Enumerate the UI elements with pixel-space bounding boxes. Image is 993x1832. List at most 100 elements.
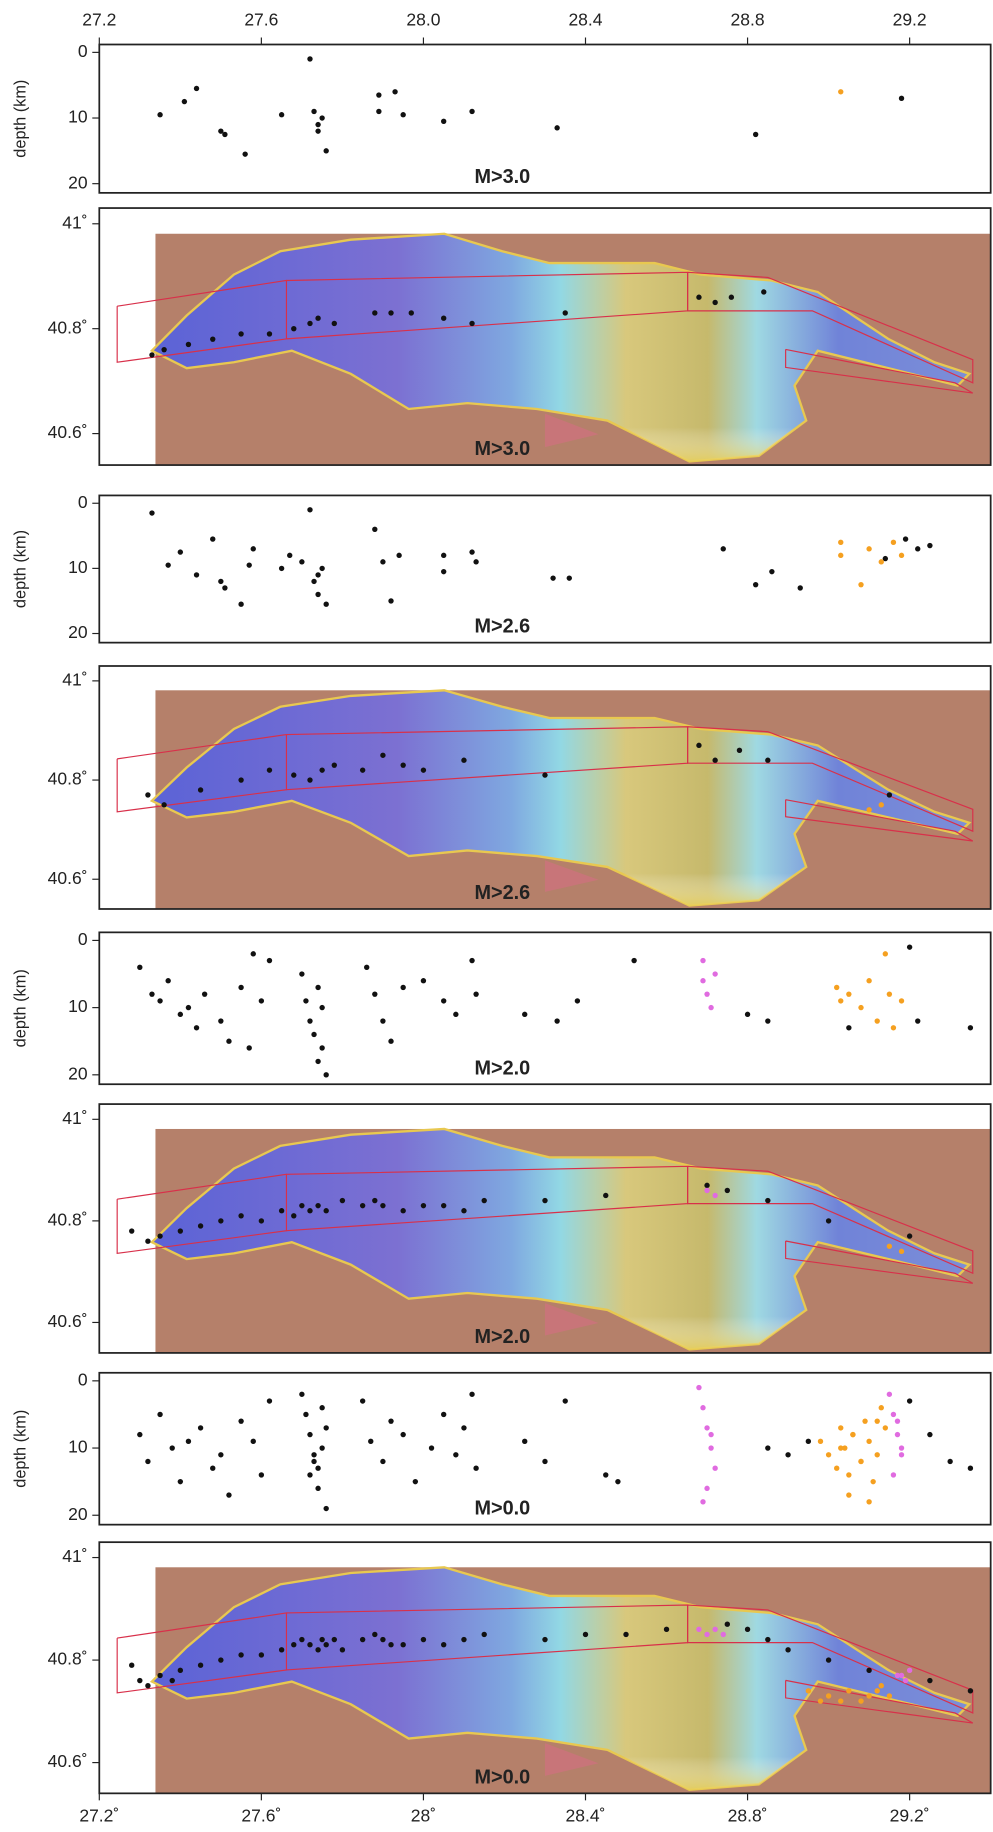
event [866,1499,871,1504]
event [291,1642,296,1647]
event [145,1239,150,1244]
event [303,1412,308,1417]
event [700,1405,705,1410]
event [899,1452,904,1457]
event [299,971,304,976]
magnitude-label: M>3.0 [474,438,530,460]
event [251,546,256,551]
event [259,1472,264,1477]
y-tick-label: 40.6˚ [48,868,88,888]
event [315,1059,320,1064]
event [319,1637,324,1642]
event [324,1072,329,1077]
event [753,582,758,587]
y-tick-label: 40.6˚ [48,1751,88,1771]
event [324,1642,329,1647]
event [838,553,843,558]
event [542,772,547,777]
event [903,536,908,541]
event [421,767,426,772]
event [461,1425,466,1430]
event [441,1203,446,1208]
event [238,777,243,782]
event [238,1418,243,1423]
event [222,132,227,137]
magnitude-label: M>2.0 [474,1057,530,1079]
event [218,1657,223,1662]
event [388,598,393,603]
event [826,1218,831,1223]
event [311,1459,316,1464]
event [704,1183,709,1188]
event [218,1218,223,1223]
event [879,802,884,807]
panel-frame [99,932,990,1084]
event [129,1228,134,1233]
event [226,1039,231,1044]
x-tick-label: 27.6 [244,10,278,30]
event [137,1432,142,1437]
event [315,592,320,597]
event [315,1486,320,1491]
event [421,1637,426,1642]
event [198,1425,203,1430]
event [315,122,320,127]
event [567,575,572,580]
event [315,572,320,577]
event [469,109,474,114]
event [157,1412,162,1417]
y-tick-label: 20 [68,1504,88,1524]
event [522,1012,527,1017]
event [279,1647,284,1652]
event [838,1425,843,1430]
event [765,1445,770,1450]
event [785,1647,790,1652]
event [324,1425,329,1430]
event [708,1005,713,1010]
event [583,1632,588,1637]
event [441,553,446,558]
event [563,310,568,315]
event [299,559,304,564]
event [307,1642,312,1647]
event [947,1459,952,1464]
event [311,109,316,114]
event [307,56,312,61]
event [721,1632,726,1637]
event [251,1439,256,1444]
event [267,1398,272,1403]
event [907,1668,912,1673]
event [883,1425,888,1430]
event [838,1445,843,1450]
event [887,1244,892,1249]
event [210,1466,215,1471]
event [324,602,329,607]
event [360,1203,365,1208]
event [765,1637,770,1642]
event [178,1479,183,1484]
event [332,321,337,326]
event [712,300,717,305]
event [895,1432,900,1437]
event [372,991,377,996]
event [866,1668,871,1673]
event [319,115,324,120]
event [623,1632,628,1637]
event [927,543,932,548]
event [887,1392,892,1397]
event [186,1005,191,1010]
y-tick-label: 40.8˚ [48,1210,88,1230]
event [247,1045,252,1050]
event [388,310,393,315]
event [165,978,170,983]
event [482,1632,487,1637]
event [927,1432,932,1437]
event [392,89,397,94]
event [899,96,904,101]
event [883,951,888,956]
event [238,1213,243,1218]
event [194,1025,199,1030]
event [473,559,478,564]
event [372,310,377,315]
event [826,1693,831,1698]
